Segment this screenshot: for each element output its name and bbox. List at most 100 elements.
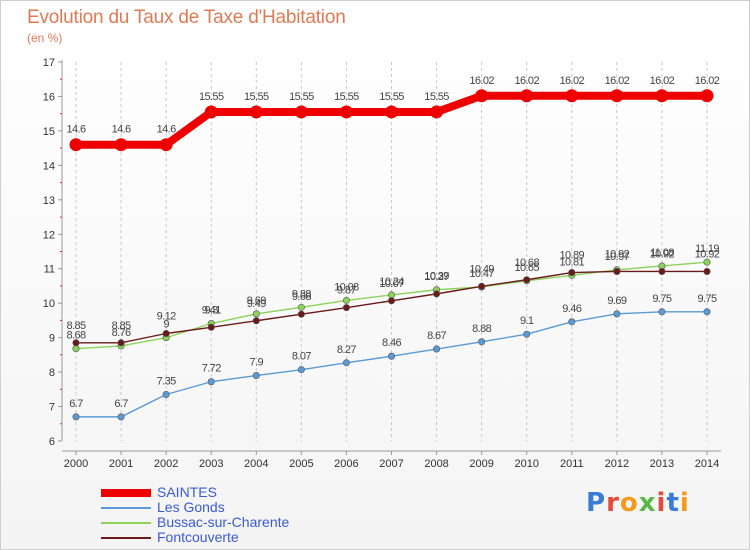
data-label: 10.47	[469, 268, 494, 280]
chart-legend: SAINTES Les Gonds Bussac-sur-Charente Fontc…	[101, 485, 289, 545]
data-label: 6.7	[114, 398, 128, 410]
data-label: 9.3	[204, 304, 218, 316]
data-label: 9.88	[292, 288, 311, 300]
data-label: 10.68	[514, 257, 539, 269]
data-point	[297, 303, 305, 311]
data-label: 11.19	[695, 243, 719, 255]
y-tick-label: 15	[43, 126, 55, 138]
data-label: 11.08	[650, 247, 674, 259]
data-label: 10.07	[379, 278, 404, 290]
data-label: 16.02	[650, 75, 675, 87]
data-point	[655, 89, 669, 103]
data-label: 9.49	[247, 298, 266, 310]
data-label: 14.6	[112, 124, 131, 136]
data-label: 9.41	[202, 305, 221, 317]
y-tick-label: 16	[43, 91, 55, 103]
data-label: 16.02	[605, 75, 630, 87]
data-point	[610, 89, 624, 103]
data-point	[475, 89, 489, 103]
data-label: 8.27	[337, 344, 356, 356]
legend-item: Bussac-sur-Charente	[101, 515, 289, 530]
legend-label: Fontcouverte	[157, 529, 239, 545]
x-axis: 2000 2001 2002 2003 2004 2005 2006 2007 2008 2009…	[62, 450, 721, 470]
legend-label: Bussac-sur-Charente	[157, 514, 290, 530]
legend-swatch	[101, 488, 151, 497]
data-point	[162, 390, 170, 398]
data-label: 10.92	[605, 248, 630, 260]
chart-subtitle: (en %)	[27, 31, 63, 45]
data-label: 10.65	[514, 262, 539, 274]
x-tick-label: 2014	[695, 458, 719, 470]
data-label: 9.75	[697, 293, 716, 305]
data-point	[387, 291, 395, 299]
x-tick-label: 2007	[379, 458, 403, 470]
data-point	[703, 258, 711, 266]
data-point	[69, 138, 83, 152]
data-point	[433, 345, 441, 353]
data-label: 8.85	[112, 320, 131, 332]
data-label: 7.9	[250, 357, 264, 369]
data-point	[294, 105, 308, 119]
data-label: 10.81	[560, 256, 585, 268]
data-point	[159, 138, 173, 152]
data-label: 7.72	[202, 363, 221, 375]
data-point	[523, 276, 531, 284]
y-axis: 6 7 8 9 10 11 12 13 14 15 16 17	[43, 57, 63, 448]
x-tick-label: 2009	[469, 458, 493, 470]
data-point	[339, 105, 353, 119]
data-point	[658, 308, 666, 316]
x-tick-label: 2005	[289, 458, 313, 470]
data-point	[478, 338, 486, 346]
data-label: 9.69	[247, 295, 266, 307]
data-label: 9.69	[607, 295, 626, 307]
data-point	[520, 89, 534, 103]
data-label: 14.6	[157, 124, 176, 136]
data-label: 14.6	[66, 124, 85, 136]
legend-swatch	[101, 536, 151, 539]
data-point	[72, 345, 80, 353]
series-saintes: 14.6 14.6 14.6 15.55 15.55 15.55 15.55 15.55 15.…	[66, 75, 720, 152]
data-point	[385, 105, 398, 119]
data-label: 10.08	[334, 281, 359, 293]
data-label: 9.87	[337, 285, 356, 297]
data-label: 16.02	[695, 75, 720, 87]
legend-item: Les Gonds	[101, 500, 289, 515]
y-tick-label: 7	[49, 402, 55, 414]
x-tick-label: 2010	[514, 458, 538, 470]
x-tick-label: 2008	[424, 458, 448, 470]
x-tick-label: 2011	[560, 458, 584, 470]
y-tick-label: 17	[43, 57, 55, 69]
data-point	[613, 267, 621, 275]
data-label: 15.55	[199, 91, 224, 103]
data-point	[114, 138, 128, 152]
data-point	[117, 413, 125, 421]
legend-item: Fontcouverte	[101, 530, 289, 545]
data-point	[204, 105, 218, 119]
data-label: 15.55	[289, 91, 314, 103]
data-point	[523, 330, 531, 338]
data-label: 15.55	[424, 91, 449, 103]
data-point	[700, 89, 714, 103]
data-label: 15.55	[334, 91, 359, 103]
data-point	[297, 366, 305, 374]
series-fontcouverte: 8.85 8.859.129.39.499.689.8710.0710.2710.…	[66, 248, 720, 347]
x-tick-label: 2002	[154, 458, 178, 470]
data-label: 9.68	[292, 291, 311, 303]
data-label: 9.12	[157, 311, 176, 323]
data-point	[658, 267, 666, 275]
data-label: 16.02	[514, 75, 539, 87]
data-label: 10.39	[424, 271, 449, 283]
data-point	[72, 339, 80, 347]
chart-title: Evolution du Taux de Taxe d'Habitation	[27, 7, 346, 28]
data-point	[162, 330, 170, 338]
data-label: 8.67	[427, 330, 446, 342]
data-label: 9.46	[562, 303, 581, 315]
proxiti-logo: Proxiti	[586, 488, 690, 518]
data-point	[252, 317, 260, 325]
data-point	[568, 269, 576, 277]
data-point	[249, 105, 263, 119]
data-point	[252, 372, 260, 380]
x-tick-label: 2000	[64, 458, 88, 470]
